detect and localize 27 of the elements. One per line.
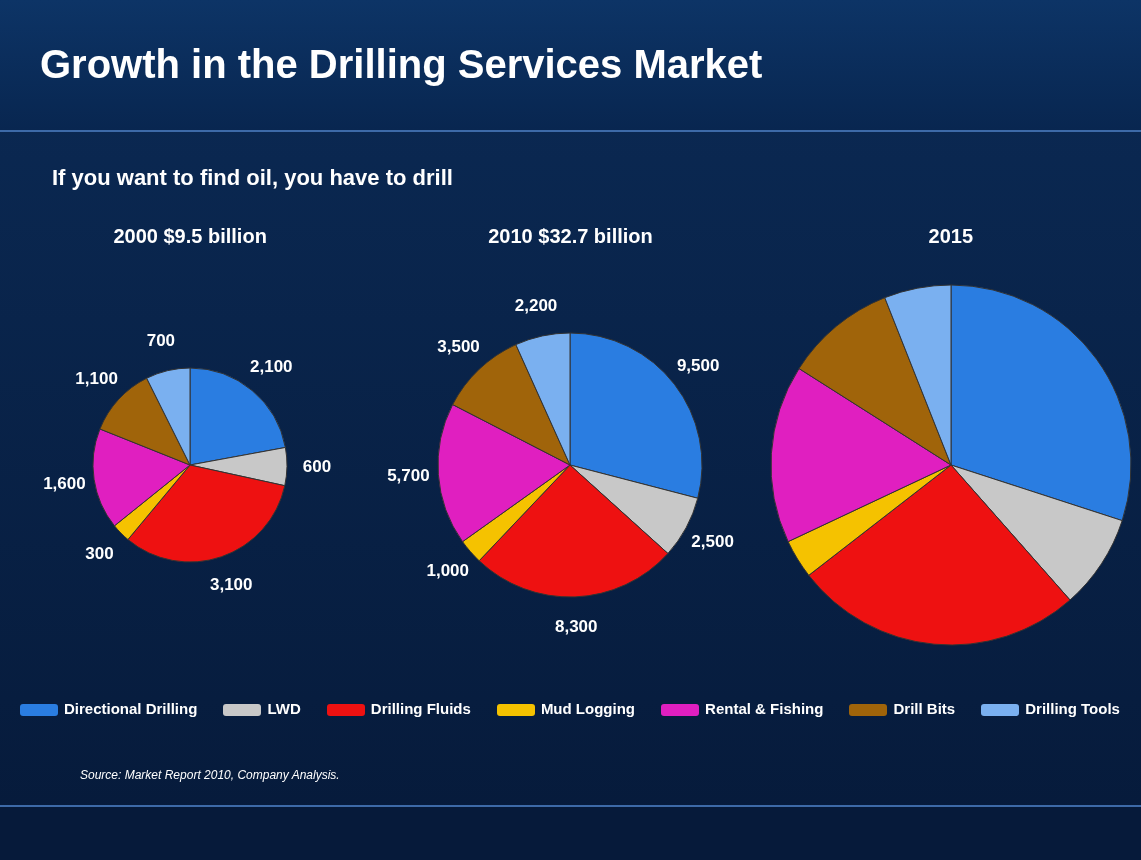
chart-title: 2010 $32.7 billion (487, 225, 654, 249)
data-label: 9,500 (677, 355, 720, 375)
legend-label: LWD (266, 700, 301, 717)
data-label: 2,100 (250, 357, 293, 377)
legend-label: Rental & Fishing (704, 700, 824, 717)
chart-title: 2015 (927, 225, 975, 249)
data-label: 3,100 (210, 574, 253, 594)
text: Growth in the Drilling Services Market (40, 42, 763, 87)
data-label: 1,600 (43, 473, 86, 493)
data-label: 3,500 (437, 337, 481, 357)
chart-title: 2000 $9.5 billion (112, 225, 268, 249)
data-label: 700 (146, 331, 176, 351)
legend-label: Drilling Fluids (369, 700, 471, 717)
legend-label: Mud Logging (539, 700, 636, 717)
data-label: 300 (85, 543, 114, 563)
legend-label: Directional Drilling (63, 700, 198, 717)
data-label: 1,100 (75, 368, 118, 388)
data-label: 600 (302, 456, 332, 476)
legend-label: Drill Bits (892, 700, 956, 717)
data-label: 2,500 (691, 531, 735, 551)
data-label: 1,000 (426, 560, 470, 580)
source-note: Source: Market Report 2010, Company Analysis. (80, 768, 340, 782)
legend-label: Drilling Tools (1024, 700, 1120, 717)
data-label: 8,300 (555, 616, 598, 636)
data-label: 2,200 (515, 296, 558, 316)
data-label: 5,700 (387, 466, 431, 486)
text: If you want to find oil, you have to drill (52, 165, 453, 191)
